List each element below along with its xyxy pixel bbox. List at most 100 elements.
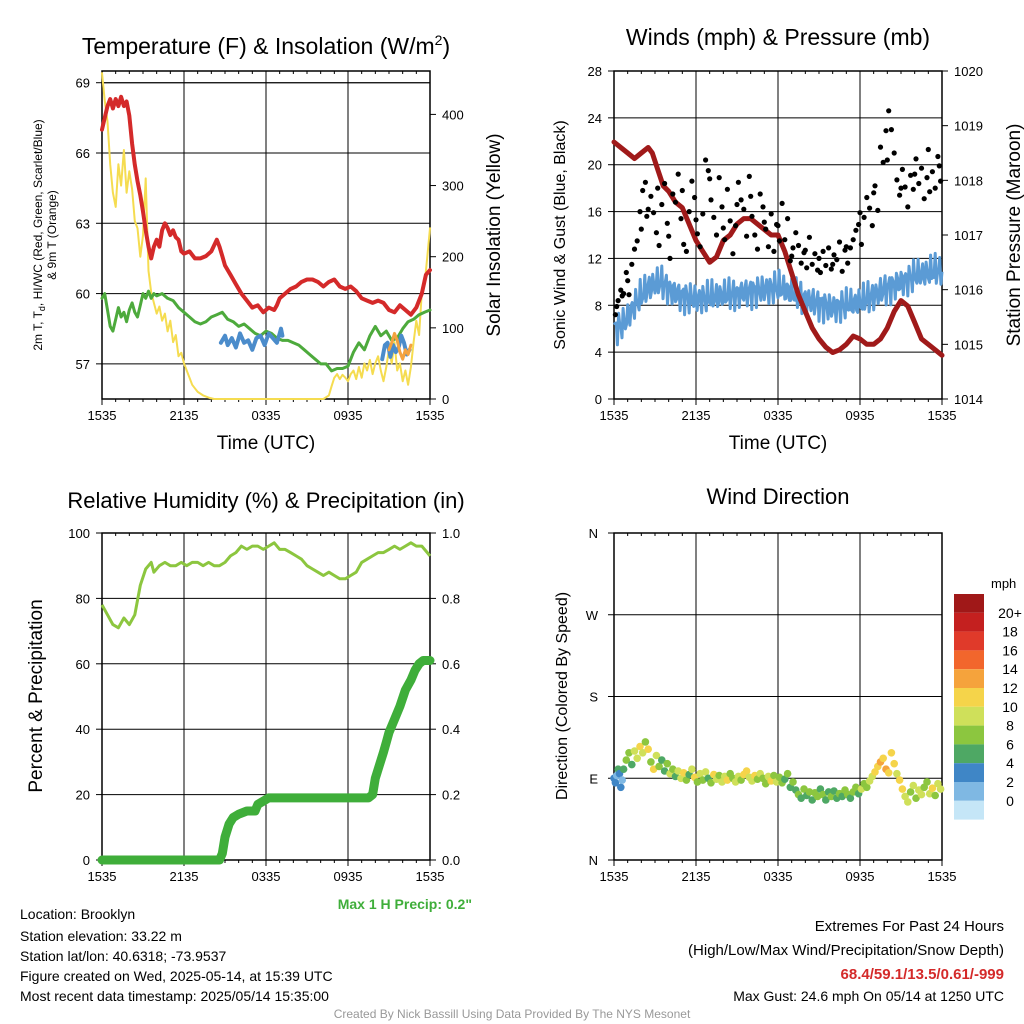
gust-point: [744, 233, 750, 239]
gust-point: [634, 238, 640, 244]
y-tick-label: 40: [76, 722, 90, 737]
gust-point: [666, 233, 672, 239]
direction-point: [611, 779, 620, 787]
x-tick-label: 1535: [88, 869, 117, 884]
gust-point: [694, 231, 701, 237]
y2-tick-label: 1.0: [442, 526, 460, 541]
extremes-values: 68.4/59.1/13.5/0.61/-999: [840, 966, 1004, 983]
gust-point: [899, 166, 906, 172]
y-axis-label-line2: & 9m T (Orange): [45, 190, 59, 280]
x-tick-label: 1535: [600, 869, 629, 884]
sonic-wind-series: [612, 251, 944, 347]
gust-point: [686, 209, 692, 215]
gust-point: [748, 193, 754, 199]
y-tick-label: 60: [76, 287, 90, 302]
legend-label: 16: [1002, 642, 1018, 658]
gust-point: [640, 187, 646, 194]
x-tick-label: 0935: [846, 408, 875, 423]
elevation-label: Station elevation: 33.22 m: [20, 928, 182, 944]
gust-point: [912, 171, 918, 177]
x-tick-label: 0935: [846, 869, 875, 884]
max-precip-label: Max 1 H Precip: 0.2": [337, 896, 472, 912]
gust-point: [775, 223, 781, 229]
y-tick-label: 16: [588, 205, 602, 220]
x-tick-label: 0335: [252, 869, 281, 884]
y-tick-label: 12: [588, 251, 602, 266]
y2-axis-label: Station Pressure (Maroon): [1004, 124, 1024, 347]
gust-point: [910, 186, 916, 192]
gust-point: [871, 190, 877, 196]
direction-point: [630, 747, 639, 755]
y2-tick-label: 1018: [954, 173, 983, 188]
gust-point: [897, 192, 903, 198]
gust-point: [888, 127, 895, 133]
direction-point: [618, 776, 626, 784]
gust-point: [823, 262, 829, 269]
y-tick-label: N: [589, 526, 598, 541]
gust-point: [927, 189, 933, 195]
gust-point: [789, 253, 795, 259]
y2-tick-label: 1016: [954, 283, 983, 298]
gust-point: [816, 255, 822, 261]
direction-point: [789, 778, 797, 786]
rh-series: [100, 541, 432, 630]
direction-point: [688, 765, 696, 773]
gust-point: [707, 176, 713, 182]
y2-tick-label: 0: [442, 392, 449, 407]
direction-point: [822, 796, 830, 804]
legend-swatch: [954, 725, 984, 745]
legend-label: 0: [1006, 793, 1014, 809]
direction-point: [923, 778, 931, 786]
windchill-series: [218, 326, 285, 352]
direction-point: [906, 788, 915, 796]
gust-point: [667, 255, 673, 261]
gust-point: [771, 248, 777, 254]
y-tick-label: 28: [588, 64, 602, 79]
gust-point: [921, 196, 927, 202]
direction-point: [701, 768, 710, 776]
gust-point: [675, 171, 681, 177]
direction-point: [647, 758, 655, 766]
gust-point: [703, 157, 709, 163]
gust-point: [856, 221, 862, 228]
x-tick-label: 1535: [88, 408, 117, 423]
gust-point: [615, 298, 621, 304]
gust-point: [735, 179, 742, 185]
gust-point: [734, 201, 740, 208]
x-tick-label: 0335: [764, 408, 793, 423]
legend-label: 12: [1002, 680, 1018, 696]
legend-label: 6: [1006, 736, 1014, 752]
legend-label: 10: [1002, 699, 1018, 715]
gust-point: [720, 225, 726, 231]
direction-point: [808, 796, 816, 804]
y-tick-label: 8: [595, 298, 602, 313]
legend-swatch: [954, 650, 984, 670]
gust-point: [664, 220, 670, 226]
gust-point: [719, 204, 725, 210]
gust-point: [804, 265, 810, 271]
legend-label: 4: [1006, 755, 1014, 771]
gust-point: [612, 312, 619, 318]
gust-point: [727, 218, 733, 224]
gust-point: [798, 260, 804, 266]
legend-swatch: [954, 612, 984, 632]
y-tick-label: 66: [76, 146, 90, 161]
legend-label: 2: [1006, 774, 1014, 790]
chart-title: Relative Humidity (%) & Precipitation (i…: [67, 488, 464, 513]
legend-swatch: [954, 800, 984, 820]
gust-point: [809, 261, 815, 267]
x-tick-label: 1535: [928, 408, 957, 423]
gust-point: [806, 234, 813, 240]
legend-label: 18: [1002, 624, 1018, 640]
gust-point: [779, 200, 785, 206]
gust-point: [763, 226, 769, 232]
gust-point: [935, 153, 941, 160]
direction-point: [783, 769, 792, 778]
legend-swatch: [954, 688, 984, 707]
gust-point: [864, 194, 870, 201]
gust-point: [867, 205, 873, 211]
gust-point: [754, 246, 761, 252]
gust-point: [831, 252, 837, 258]
y2-tick-label: 1019: [954, 119, 983, 134]
y-tick-label: S: [589, 690, 598, 705]
